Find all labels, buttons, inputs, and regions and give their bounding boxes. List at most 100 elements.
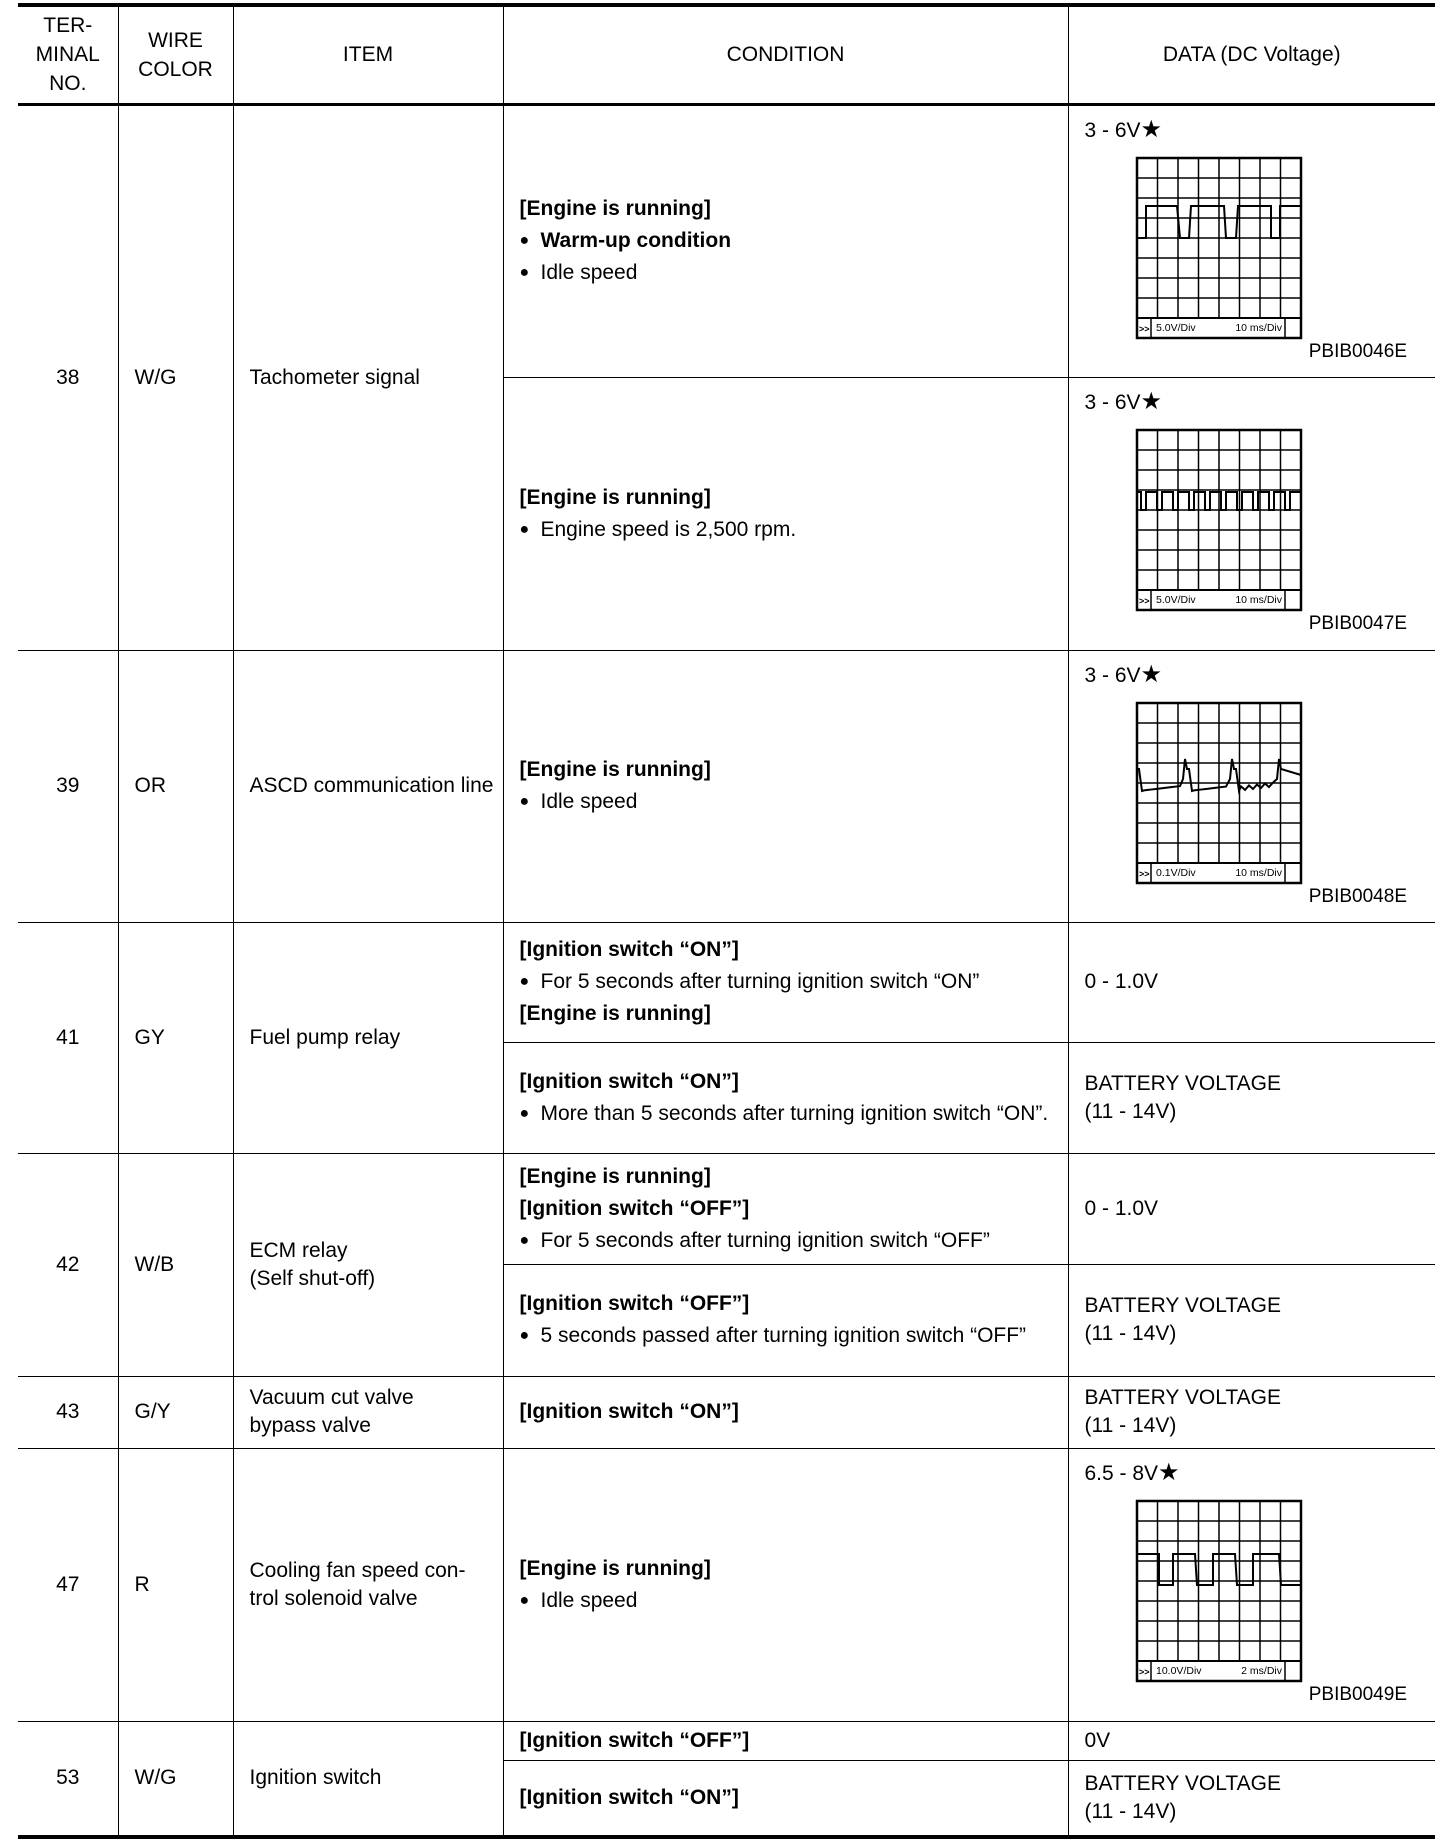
table-row: 43 G/Y Vacuum cut valve bypass valve [Ignit… <box>18 1375 1435 1449</box>
oscilloscope-waveform: >> 0.1V/Div 10 ms/Div <box>1135 701 1302 884</box>
condition-text: 5 seconds passed after turning ignition … <box>540 1324 1027 1347</box>
bullet-icon: ● <box>519 1327 530 1344</box>
condition-heading: [Engine is running] <box>519 1556 711 1580</box>
header-item: ITEM <box>232 4 504 105</box>
header-data: DATA (DC Voltage) <box>1067 4 1435 105</box>
table-row: 39 OR ASCD communication line [Engine is ru… <box>18 649 1435 923</box>
header-condition: CONDITION <box>502 4 1069 105</box>
terminal-number: 39 <box>18 649 119 923</box>
oscilloscope-waveform: >> 10.0V/Div 2 ms/Div <box>1135 1499 1302 1682</box>
data-cell: 0V <box>1067 1720 1435 1761</box>
header-wire-line: COLOR <box>138 57 213 81</box>
condition-heading: [Engine is running] <box>519 758 711 781</box>
figure-code: PBIB0049E <box>1308 1683 1407 1705</box>
voltage-value: 3 - 6V <box>1084 390 1141 414</box>
star-icon: ★ <box>1140 387 1163 415</box>
table-row: [Ignition switch “ON”] ● More than 5 secon… <box>18 1041 1435 1154</box>
condition-cell: [Ignition switch “OFF”] <box>502 1720 1069 1761</box>
condition-text: For 5 seconds after turning ignition swi… <box>540 970 980 993</box>
wire-color: GY <box>117 921 234 1154</box>
condition-text: Idle speed <box>540 1588 638 1612</box>
scope-volt-div: 5.0V/Div <box>1156 322 1196 334</box>
table-row: 53 W/G Ignition switch [Ignition switch “OF… <box>18 1720 1435 1838</box>
bullet-icon: ● <box>519 973 530 990</box>
waveform-trace <box>1136 758 1301 795</box>
condition-cell: [Ignition switch “ON”] <box>503 1759 1069 1838</box>
waveform-trace <box>1136 490 1301 511</box>
table-row: 42 W/B ECM relay (Self shut-off) [Engine is… <box>18 1152 1435 1377</box>
voltage-value: 3 - 6V <box>1084 663 1141 687</box>
terminal-data-table: TER- MINAL NO. WIRE COLOR ITEM CONDITION DA… <box>18 3 1435 1839</box>
header-terminal-line: MINAL <box>35 43 100 67</box>
scope-time-div: 10 ms/Div <box>1235 322 1282 334</box>
voltage-range: 3 - 6V★ <box>1085 661 1163 690</box>
header-terminal-line: TER- <box>43 14 93 38</box>
item-name: Ignition switch <box>232 1720 504 1838</box>
condition-bullet: ● More than 5 seconds after turning ignit… <box>520 1100 1060 1128</box>
condition-bullet: ● 5 seconds passed after turning ignition… <box>520 1322 1060 1350</box>
condition-cell: [Engine is running] ● Engine speed is 2,50… <box>503 376 1069 651</box>
item-name: ASCD communication line <box>232 649 504 923</box>
data-cell: 0 - 1.0V <box>1067 1152 1435 1265</box>
table-row: [Engine is running] ● Engine speed is 2,50… <box>18 376 1435 651</box>
condition-text: Idle speed <box>540 790 638 813</box>
condition-cell: [Engine is running] ● Warm-up condition ● Id… <box>502 103 1069 378</box>
bullet-icon: ● <box>519 1231 530 1249</box>
wire-color: G/Y <box>117 1375 234 1449</box>
table-header: TER- MINAL NO. WIRE COLOR ITEM CONDITION DA… <box>18 4 1435 105</box>
condition-heading: [Engine is running] <box>519 197 711 220</box>
waveform-trace <box>1136 1552 1301 1586</box>
condition-heading: [Engine is running] <box>519 1164 711 1188</box>
table-row: 41 GY Fuel pump relay [Ignition switch “ON”… <box>18 921 1435 1154</box>
condition-cell: [Ignition switch “ON”] <box>502 1375 1069 1449</box>
oscilloscope: >> 0.1V/Div 10 ms/Div <box>1135 701 1303 895</box>
header-wire-line: WIRE <box>148 28 203 52</box>
data-cell: 6.5 - 8V★ >> 10.0V/Div 2 ms/Div PBIB0049… <box>1067 1447 1435 1722</box>
voltage-range: 3 - 6V★ <box>1085 388 1163 417</box>
condition-text: More than 5 seconds after turning igniti… <box>540 1101 1049 1125</box>
scope-time-div: 2 ms/Div <box>1241 1665 1283 1677</box>
condition-cell: [Ignition switch “ON”] ● For 5 seconds aft… <box>502 921 1069 1043</box>
voltage-range: 6.5 - 8V★ <box>1085 1459 1180 1488</box>
condition-cell: [Engine is running] [Ignition switch “OFF… <box>502 1152 1069 1265</box>
condition-cell: [Engine is running] ● Idle speed <box>502 1447 1069 1722</box>
table-row: [Ignition switch “ON”] BATTERY VOLTAGE (1… <box>18 1759 1435 1838</box>
bullet-icon: ● <box>519 1104 530 1122</box>
item-name: Tachometer signal <box>232 103 504 651</box>
condition-cell: [Engine is running] ● Idle speed <box>502 649 1069 923</box>
oscilloscope-waveform: >> 5.0V/Div 10 ms/Div <box>1135 156 1302 339</box>
table-row: 47 R Cooling fan speed con- trol solenoid … <box>18 1447 1435 1722</box>
condition-heading: [Ignition switch “OFF”] <box>519 1728 750 1752</box>
scope-arrow-icon: >> <box>1139 324 1150 334</box>
condition-bullet: ● For 5 seconds after turning ignition sw… <box>520 968 1060 996</box>
data-cell: 3 - 6V★ >> 5.0V/Div 10 ms/Div PBIB0046E <box>1067 103 1435 378</box>
figure-code: PBIB0048E <box>1308 885 1407 907</box>
terminal-number: 41 <box>18 921 119 1154</box>
condition-text: Idle speed <box>540 261 638 284</box>
condition-heading: [Ignition switch “OFF”] <box>519 1292 750 1315</box>
star-icon: ★ <box>1140 115 1163 143</box>
item-name: Cooling fan speed con- trol solenoid val… <box>232 1447 504 1722</box>
wire-color: W/B <box>117 1152 234 1377</box>
condition-heading: [Engine is running] <box>519 485 711 509</box>
terminal-number: 47 <box>18 1447 119 1722</box>
data-cell: BATTERY VOLTAGE (11 - 14V) <box>1067 1263 1435 1377</box>
condition-bullet: ● Engine speed is 2,500 rpm. <box>520 516 1060 544</box>
table-row: 38 W/G Tachometer signal [Engine is running… <box>18 103 1435 651</box>
terminal-number: 38 <box>18 103 119 651</box>
header-terminal: TER- MINAL NO. <box>18 4 119 105</box>
bullet-icon: ● <box>519 520 530 538</box>
wire-color: W/G <box>117 1720 234 1838</box>
voltage-value: 6.5 - 8V <box>1084 1461 1159 1485</box>
header-wire: WIRE COLOR <box>117 4 234 105</box>
figure-code: PBIB0047E <box>1308 612 1407 634</box>
condition-heading: [Ignition switch “ON”] <box>519 1400 739 1423</box>
condition-heading: [Ignition switch “ON”] <box>519 938 739 961</box>
waveform-trace <box>1136 204 1301 239</box>
star-icon: ★ <box>1158 1458 1180 1486</box>
data-cell: BATTERY VOLTAGE (11 - 14V) <box>1067 1041 1435 1154</box>
wire-color: OR <box>117 649 234 923</box>
condition-bullet: ● For 5 seconds after turning ignition sw… <box>520 1227 1060 1255</box>
voltage-range: 3 - 6V★ <box>1085 116 1163 145</box>
oscilloscope: >> 5.0V/Div 10 ms/Div <box>1135 156 1303 350</box>
